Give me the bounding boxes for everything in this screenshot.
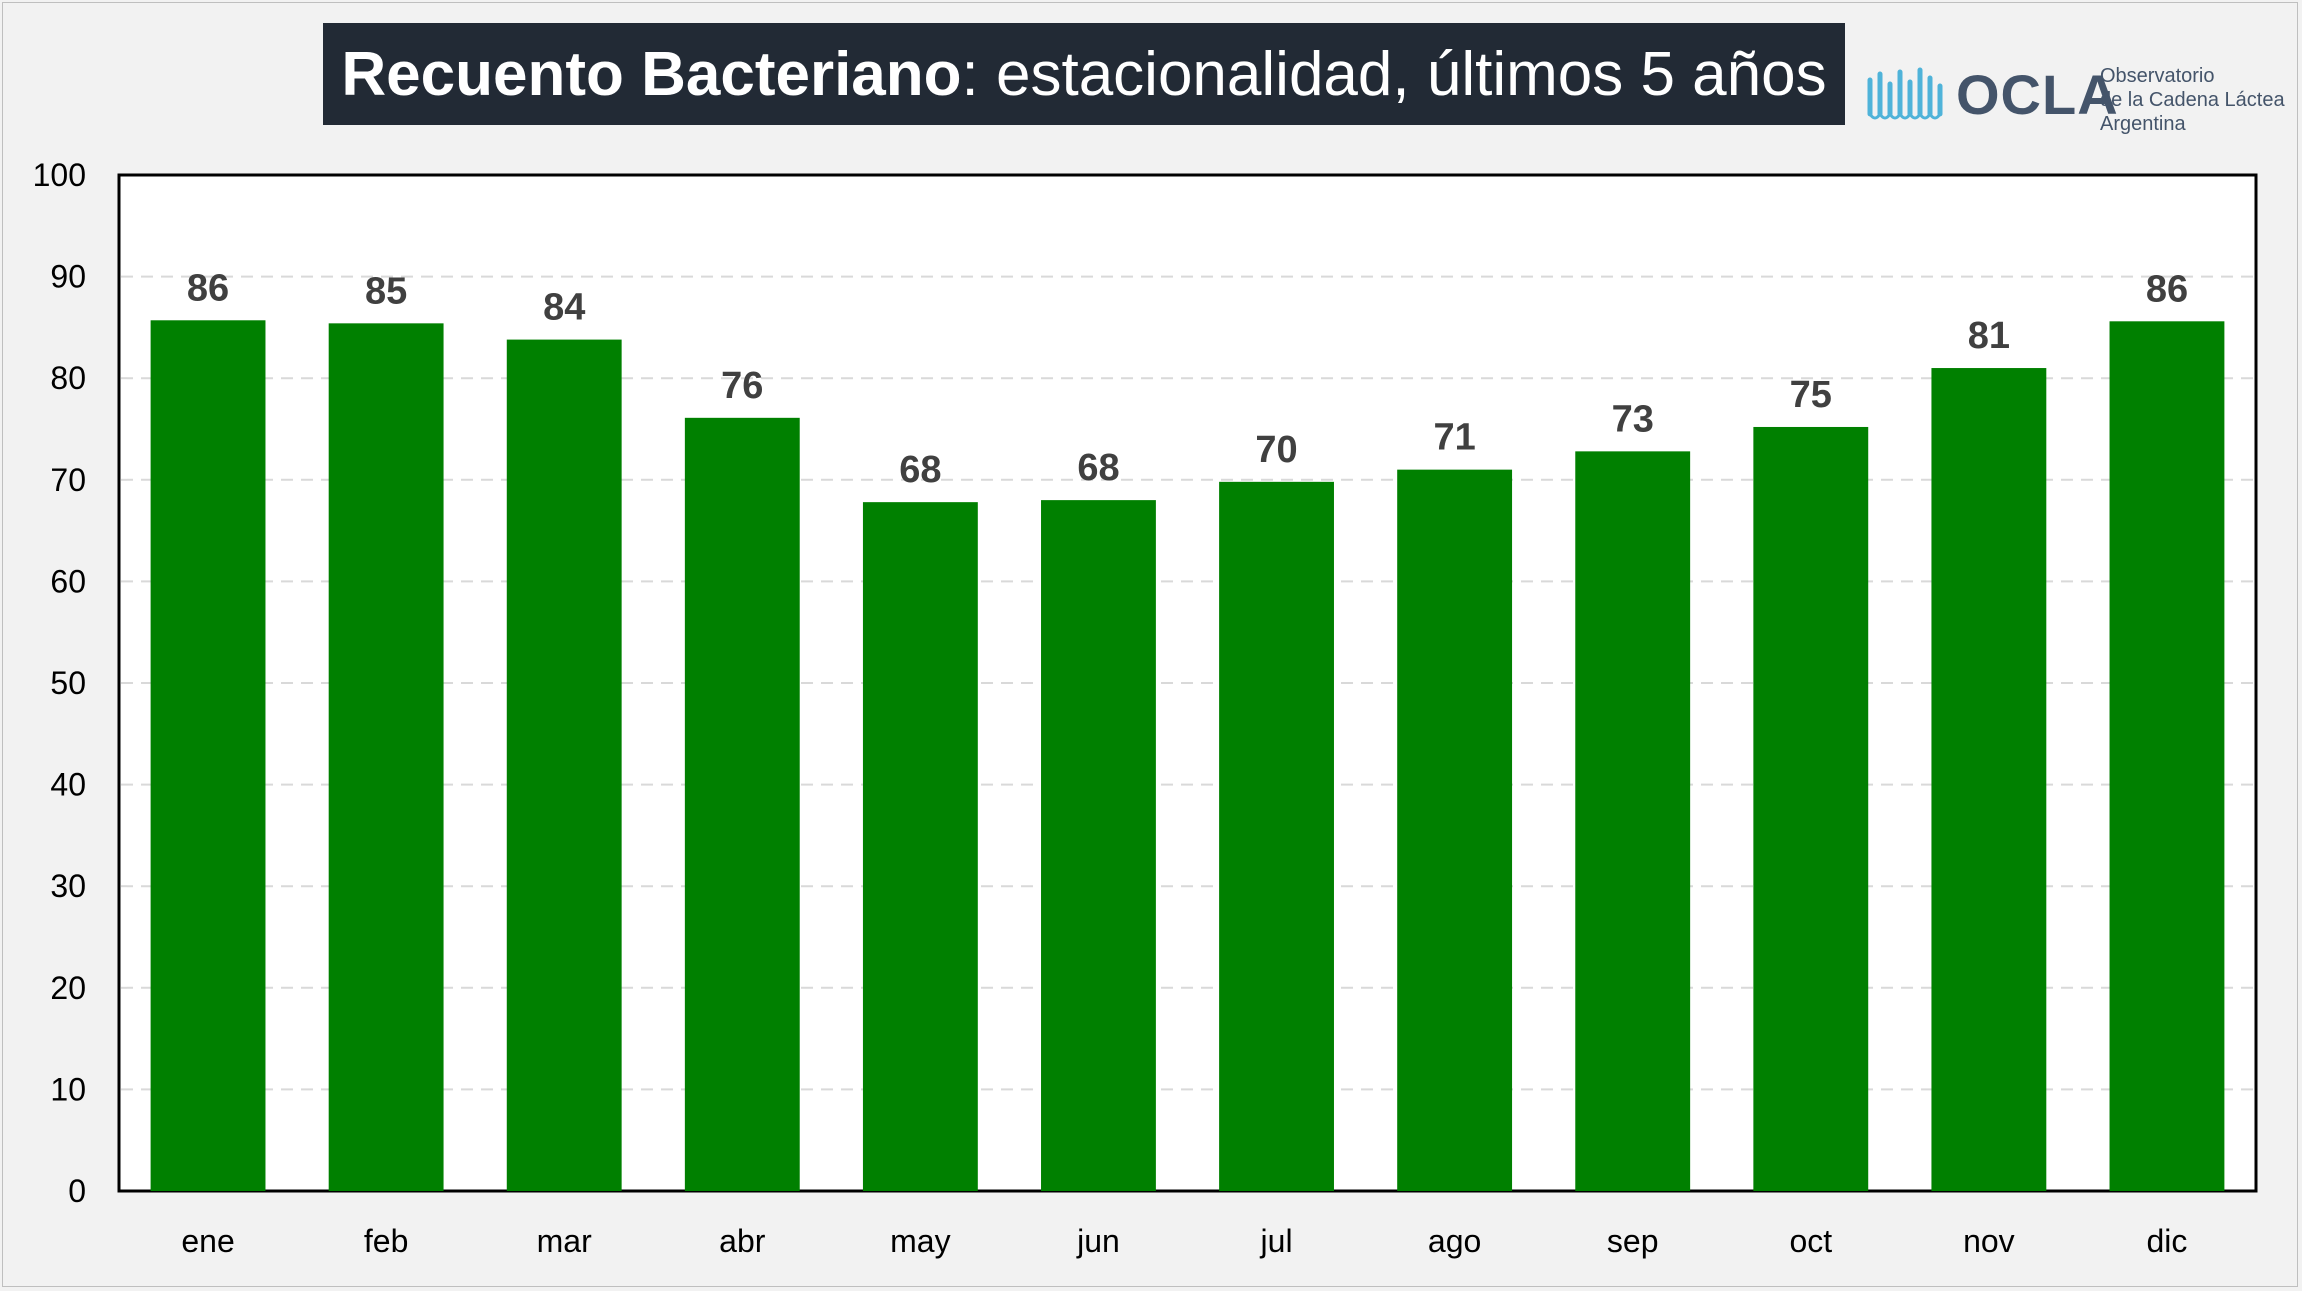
data-label-may: 68 [899, 449, 941, 491]
data-label-oct: 75 [1790, 374, 1832, 416]
y-axis-ticks: 0 10 20 30 40 50 60 70 80 90 100 [33, 157, 86, 1209]
x-tick-label-mar: mar [537, 1223, 592, 1259]
bar-feb [328, 323, 444, 1191]
logo-name: OCLA [1956, 63, 2119, 126]
bar-oct [1753, 426, 1869, 1191]
y-tick-label: 50 [50, 665, 86, 701]
data-label-ago: 71 [1433, 417, 1475, 459]
x-tick-label-oct: oct [1789, 1223, 1832, 1259]
data-label-sep: 73 [1612, 398, 1654, 440]
chart-title: Recuento Bacteriano: estacionalidad, últ… [323, 23, 1845, 125]
data-label-feb: 85 [365, 270, 407, 312]
x-tick-label-may: may [890, 1223, 950, 1259]
gridlines [121, 275, 2254, 1091]
bar-abr [684, 417, 800, 1192]
ocla-logo: OCLA Observatorio de la Cadena Láctea Ar… [1866, 58, 2296, 150]
x-tick-label-ago: ago [1428, 1223, 1481, 1259]
data-label-nov: 81 [1968, 315, 2010, 357]
y-tick-label: 100 [33, 157, 86, 193]
x-tick-label-jul: jul [1260, 1223, 1293, 1259]
x-tick-label-abr: abr [719, 1223, 766, 1259]
data-label-jun: 68 [1077, 447, 1119, 489]
bar-dic [2109, 321, 2225, 1192]
chart-title-bold: Recuento Bacteriano [341, 39, 962, 109]
bars [150, 320, 2225, 1192]
y-tick-label: 80 [50, 360, 86, 396]
x-axis-ticks: ene feb mar abr may jun jul ago sep oct nov dic [181, 1223, 2187, 1259]
logo-line-1: Observatorio [2100, 65, 2215, 87]
bar-ene [150, 320, 266, 1192]
y-tick-label: 10 [50, 1071, 86, 1107]
x-tick-label-nov: nov [1963, 1223, 2015, 1259]
y-tick-label: 0 [68, 1173, 86, 1209]
data-label-abr: 76 [721, 365, 763, 407]
bar-jun [1041, 500, 1156, 1191]
logo-line-3: Argentina [2100, 113, 2186, 135]
bar-nov [1931, 368, 2047, 1191]
y-tick-label: 40 [50, 767, 86, 803]
bar-jul [1219, 481, 1334, 1191]
milk-wave-icon [1867, 67, 1943, 120]
y-tick-label: 60 [50, 563, 86, 599]
x-tick-label-jun: jun [1076, 1223, 1120, 1259]
y-tick-label: 20 [50, 970, 86, 1006]
bar-may [862, 502, 978, 1192]
data-label-dic: 86 [2146, 268, 2188, 310]
data-label-mar: 84 [543, 287, 585, 329]
logo-line-2: de la Cadena Láctea [2100, 89, 2285, 111]
x-tick-label-ene: ene [181, 1223, 234, 1259]
y-tick-label: 30 [50, 868, 86, 904]
x-tick-label-dic: dic [2147, 1223, 2188, 1259]
chart-title-rest: : estacionalidad, últimos 5 años [961, 39, 1827, 109]
bar-sep [1575, 451, 1691, 1191]
y-tick-label: 90 [50, 259, 86, 295]
data-labels: 86 85 84 76 68 68 70 71 73 75 81 86 [187, 267, 2188, 491]
data-label-ene: 86 [187, 267, 229, 309]
x-tick-label-feb: feb [364, 1223, 408, 1259]
bar-ago [1397, 469, 1513, 1191]
bar-mar [506, 339, 622, 1191]
x-tick-label-sep: sep [1607, 1223, 1659, 1259]
data-label-jul: 70 [1255, 429, 1297, 471]
y-tick-label: 70 [50, 462, 86, 498]
logo-subtitle: Observatorio de la Cadena Láctea Argenti… [2100, 64, 2285, 136]
